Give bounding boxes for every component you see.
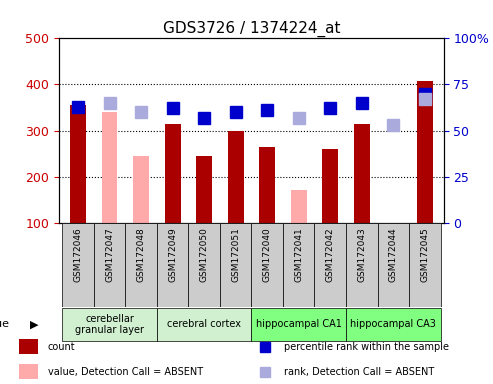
Text: GSM172041: GSM172041 (294, 227, 303, 282)
Bar (322, 149, 338, 223)
FancyBboxPatch shape (157, 223, 188, 307)
FancyBboxPatch shape (157, 308, 251, 341)
FancyBboxPatch shape (251, 223, 283, 307)
Text: cerebellar
granular layer: cerebellar granular layer (75, 314, 144, 335)
Bar (19, 339, 38, 354)
FancyBboxPatch shape (315, 223, 346, 307)
Bar (417, 81, 433, 223)
FancyBboxPatch shape (409, 223, 441, 307)
Title: GDS3726 / 1374224_at: GDS3726 / 1374224_at (163, 21, 340, 37)
Text: count: count (48, 341, 75, 352)
Bar (19, 364, 38, 379)
Text: GSM172051: GSM172051 (231, 227, 240, 282)
Text: GSM172043: GSM172043 (357, 227, 366, 282)
FancyBboxPatch shape (220, 223, 251, 307)
Text: GSM172040: GSM172040 (263, 227, 272, 282)
Text: ▶: ▶ (30, 319, 39, 329)
Text: rank, Detection Call = ABSENT: rank, Detection Call = ABSENT (284, 366, 435, 377)
Text: percentile rank within the sample: percentile rank within the sample (284, 341, 449, 352)
FancyBboxPatch shape (346, 308, 441, 341)
FancyBboxPatch shape (283, 223, 315, 307)
Text: tissue: tissue (0, 319, 10, 329)
Bar (133, 156, 149, 223)
Bar (196, 156, 212, 223)
Bar (70, 105, 86, 223)
FancyBboxPatch shape (94, 223, 125, 307)
Bar (354, 124, 370, 223)
Bar (228, 131, 244, 223)
Text: GSM172049: GSM172049 (168, 227, 177, 282)
Text: GSM172050: GSM172050 (200, 227, 209, 282)
Text: GSM172046: GSM172046 (73, 227, 82, 282)
FancyBboxPatch shape (62, 223, 94, 307)
FancyBboxPatch shape (188, 223, 220, 307)
Text: value, Detection Call = ABSENT: value, Detection Call = ABSENT (48, 366, 203, 377)
Text: hippocampal CA1: hippocampal CA1 (256, 319, 342, 329)
Bar (291, 190, 307, 223)
Bar (165, 124, 180, 223)
Text: GSM172047: GSM172047 (105, 227, 114, 282)
Text: hippocampal CA3: hippocampal CA3 (351, 319, 436, 329)
FancyBboxPatch shape (251, 308, 346, 341)
Text: GSM172042: GSM172042 (326, 227, 335, 281)
Text: cerebral cortex: cerebral cortex (167, 319, 241, 329)
Bar (259, 147, 275, 223)
FancyBboxPatch shape (346, 223, 378, 307)
Text: GSM172044: GSM172044 (389, 227, 398, 281)
FancyBboxPatch shape (125, 223, 157, 307)
Text: GSM172045: GSM172045 (421, 227, 429, 282)
Text: GSM172048: GSM172048 (137, 227, 145, 282)
Bar (102, 112, 117, 223)
FancyBboxPatch shape (62, 308, 157, 341)
FancyBboxPatch shape (378, 223, 409, 307)
